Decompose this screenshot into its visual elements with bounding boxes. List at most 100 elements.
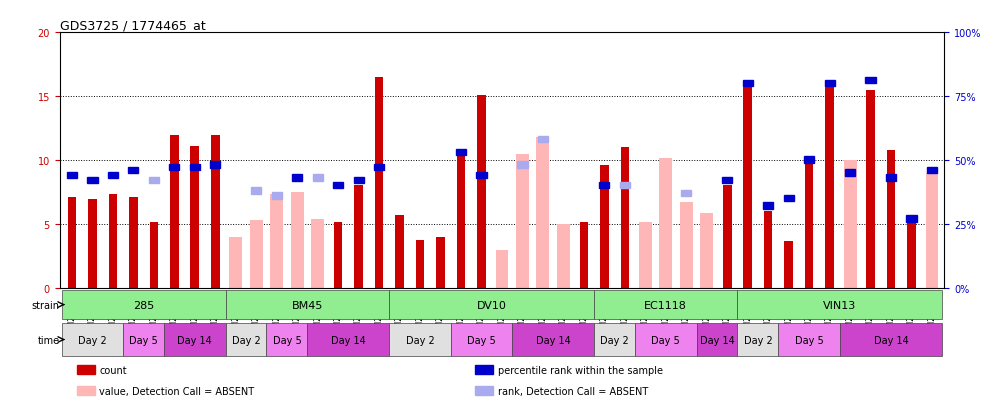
Bar — [251, 188, 261, 194]
Bar — [67, 172, 78, 179]
Text: Day 2: Day 2 — [232, 335, 260, 345]
Text: count: count — [99, 365, 127, 375]
Bar — [129, 198, 137, 289]
Bar — [191, 147, 199, 289]
Bar — [475, 365, 493, 375]
Bar — [844, 161, 857, 289]
Bar — [619, 183, 630, 189]
Text: percentile rank within the sample: percentile rank within the sample — [498, 365, 663, 375]
Bar — [271, 193, 282, 199]
Bar — [476, 172, 487, 179]
Bar — [334, 222, 343, 289]
Bar — [516, 154, 529, 289]
Bar — [354, 185, 363, 289]
FancyBboxPatch shape — [697, 323, 738, 356]
Bar — [517, 162, 528, 169]
Bar — [456, 151, 465, 289]
Bar — [230, 237, 243, 289]
Bar — [415, 240, 424, 289]
Bar — [333, 183, 343, 189]
FancyBboxPatch shape — [226, 323, 266, 356]
Bar — [866, 78, 876, 84]
FancyBboxPatch shape — [512, 323, 594, 356]
Text: Day 14: Day 14 — [874, 335, 909, 345]
FancyBboxPatch shape — [266, 323, 307, 356]
Bar — [580, 222, 588, 289]
Text: Day 5: Day 5 — [651, 335, 680, 345]
Bar — [108, 194, 117, 289]
Text: Day 5: Day 5 — [272, 335, 301, 345]
FancyBboxPatch shape — [594, 290, 738, 320]
Text: Day 5: Day 5 — [129, 335, 158, 345]
Text: BM45: BM45 — [292, 300, 323, 310]
Bar — [270, 194, 283, 289]
Bar — [825, 87, 834, 289]
Bar — [87, 178, 97, 184]
Bar — [477, 96, 486, 289]
FancyBboxPatch shape — [594, 323, 635, 356]
Text: GDS3725 / 1774465_at: GDS3725 / 1774465_at — [60, 19, 206, 32]
Bar — [599, 183, 609, 189]
FancyBboxPatch shape — [738, 323, 778, 356]
Bar — [290, 193, 303, 289]
Text: 285: 285 — [133, 300, 154, 310]
Bar — [925, 173, 938, 289]
Text: Day 2: Day 2 — [744, 335, 772, 345]
Text: rank, Detection Call = ABSENT: rank, Detection Call = ABSENT — [498, 386, 648, 396]
Text: Day 14: Day 14 — [536, 335, 571, 345]
Bar — [639, 222, 652, 289]
Bar — [496, 250, 508, 289]
Bar — [886, 175, 897, 181]
FancyBboxPatch shape — [226, 290, 390, 320]
FancyBboxPatch shape — [307, 323, 390, 356]
Bar — [659, 158, 672, 289]
Bar — [375, 78, 384, 289]
Bar — [374, 165, 385, 171]
Bar — [475, 386, 493, 396]
Bar — [170, 135, 179, 289]
Text: time: time — [38, 335, 60, 345]
Bar — [620, 148, 629, 289]
FancyBboxPatch shape — [635, 323, 697, 356]
FancyBboxPatch shape — [778, 323, 840, 356]
Bar — [211, 135, 220, 289]
Bar — [681, 190, 692, 197]
Bar — [557, 225, 570, 289]
Text: Day 2: Day 2 — [79, 335, 106, 345]
Bar — [128, 167, 138, 173]
Bar — [537, 138, 550, 289]
Bar — [78, 365, 95, 375]
Bar — [723, 185, 732, 289]
Bar — [744, 84, 752, 289]
FancyBboxPatch shape — [450, 323, 512, 356]
Bar — [722, 178, 733, 184]
Bar — [311, 220, 324, 289]
Bar — [68, 198, 77, 289]
Bar — [907, 216, 916, 222]
Bar — [149, 178, 159, 184]
Bar — [396, 216, 404, 289]
Bar — [804, 157, 814, 164]
Bar — [926, 167, 937, 173]
Text: Day 14: Day 14 — [700, 335, 735, 345]
Bar — [784, 241, 793, 289]
Bar — [763, 203, 773, 209]
Bar — [436, 237, 445, 289]
Bar — [354, 178, 364, 184]
Bar — [292, 175, 302, 181]
Bar — [210, 162, 221, 169]
Bar — [680, 203, 693, 289]
Bar — [149, 222, 158, 289]
Text: Day 2: Day 2 — [600, 335, 629, 345]
Text: value, Detection Call = ABSENT: value, Detection Call = ABSENT — [99, 386, 254, 396]
FancyBboxPatch shape — [62, 323, 123, 356]
Text: EC1118: EC1118 — [644, 300, 687, 310]
Text: Day 2: Day 2 — [406, 335, 434, 345]
Bar — [190, 165, 200, 171]
Bar — [107, 172, 118, 179]
Bar — [78, 386, 95, 396]
Text: Day 14: Day 14 — [177, 335, 212, 345]
FancyBboxPatch shape — [390, 290, 594, 320]
FancyBboxPatch shape — [738, 290, 942, 320]
FancyBboxPatch shape — [123, 323, 164, 356]
